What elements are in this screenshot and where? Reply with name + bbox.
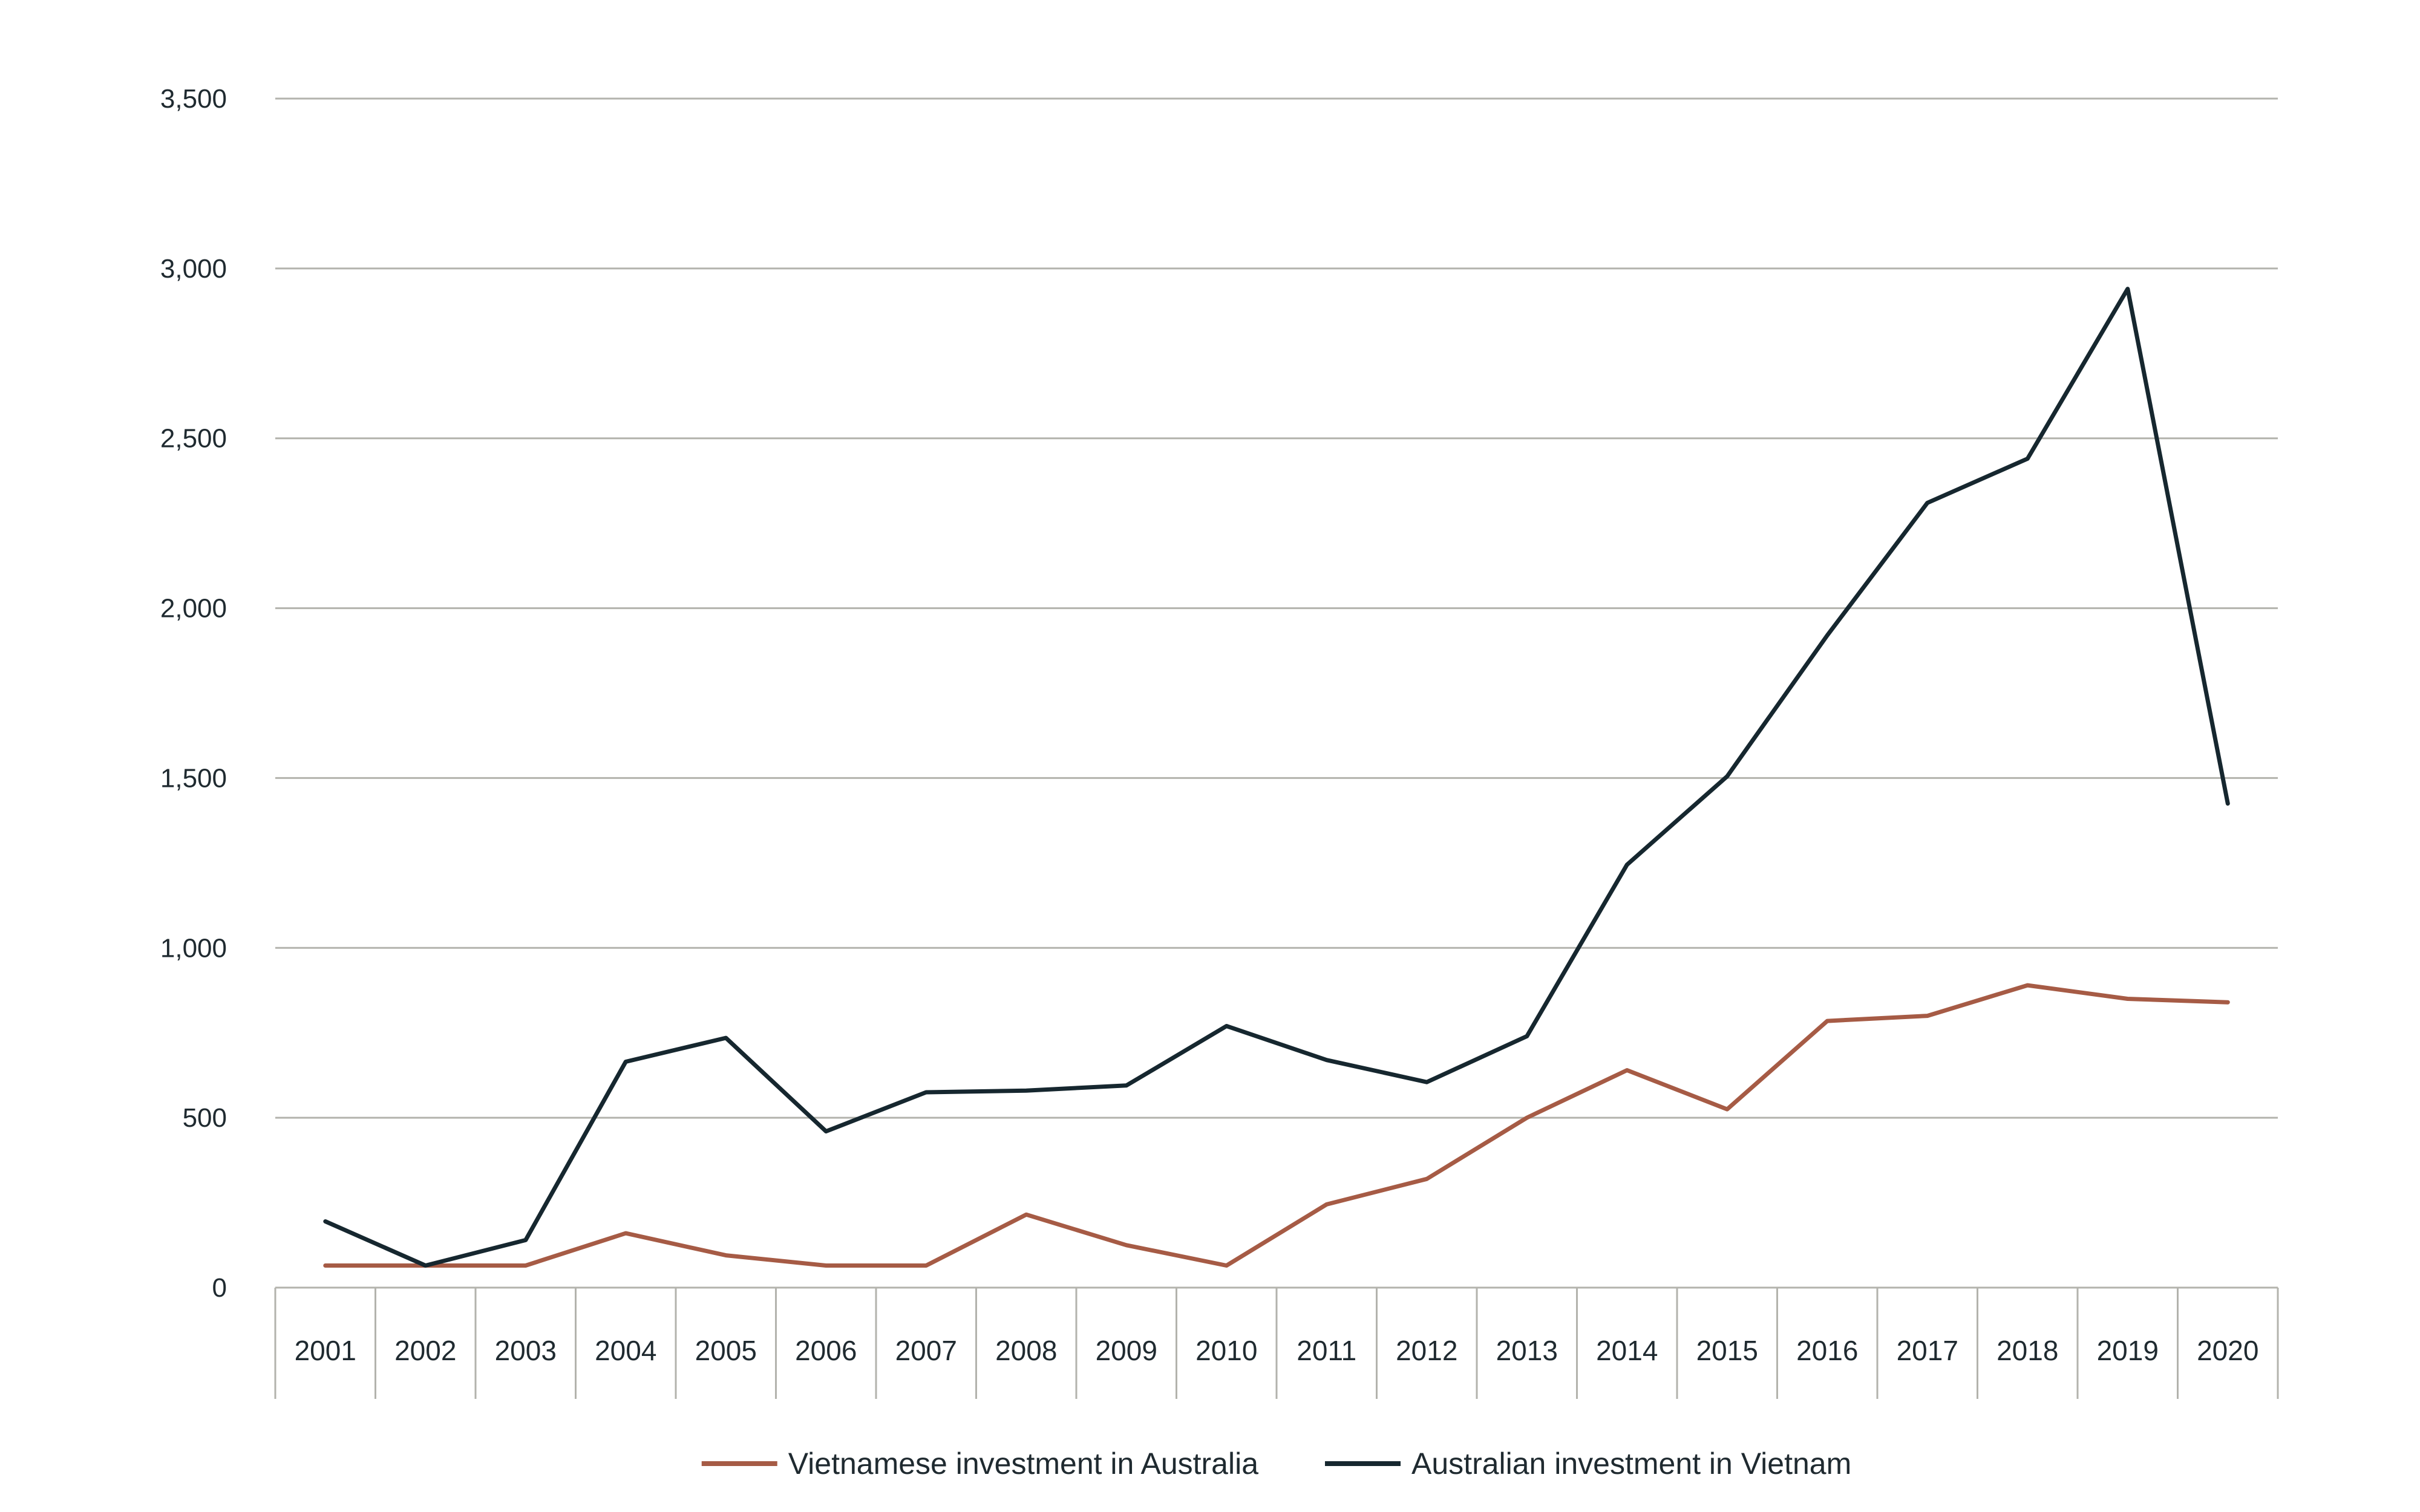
- x-tick-label: 2016: [1796, 1335, 1858, 1366]
- x-tick-label: 2008: [995, 1335, 1057, 1366]
- legend: Vietnamese investment in Australia Austra…: [701, 1447, 1851, 1481]
- x-tick-label: 2007: [895, 1335, 957, 1366]
- y-tick-label: 2,500: [160, 424, 227, 454]
- x-tick-label: 2002: [394, 1335, 456, 1366]
- x-tick-label: 2003: [495, 1335, 557, 1366]
- x-tick-label: 2009: [1096, 1335, 1157, 1366]
- x-tick-label: 2011: [1297, 1335, 1356, 1366]
- y-tick-label: 1,500: [160, 763, 227, 793]
- x-tick-label: 2005: [695, 1335, 757, 1366]
- x-tick-label: 2006: [795, 1335, 857, 1366]
- y-axis-ticks: 0 500 1,000 1,500 2,000 2,500 3,000 3,500: [160, 84, 227, 1303]
- x-tick-label: 2004: [595, 1335, 656, 1366]
- y-tick-label: 3,500: [160, 84, 227, 114]
- y-tick-label: 3,000: [160, 254, 227, 284]
- x-tick-label: 2010: [1195, 1335, 1257, 1366]
- x-tick-label: 2013: [1496, 1335, 1558, 1366]
- y-tick-label: 2,000: [160, 594, 227, 624]
- x-tick-label: 2012: [1396, 1335, 1457, 1366]
- series-line-2: [323, 287, 2230, 1268]
- x-tick-label: 2019: [2097, 1335, 2159, 1366]
- x-tick-label: 2017: [1897, 1335, 1958, 1366]
- legend-label-2: Australian investment in Vietnam: [1411, 1447, 1851, 1481]
- series-line-1: [323, 983, 2230, 1268]
- y-tick-label: 500: [183, 1103, 227, 1133]
- legend-label-1: Vietnamese investment in Australia: [788, 1447, 1258, 1481]
- x-tick-label: 2001: [295, 1335, 356, 1366]
- x-axis: 2001 2002 2003 2004 2005 2006 2007 2008 2009 2010…: [274, 1286, 2279, 1399]
- x-tick-label: 2015: [1696, 1335, 1758, 1366]
- x-tick-label: 2014: [1596, 1335, 1658, 1366]
- series-lines: [323, 287, 2230, 1268]
- y-tick-label: 0: [212, 1273, 227, 1303]
- x-tick-label: 2020: [2197, 1335, 2258, 1366]
- y-tick-label: 1,000: [160, 933, 227, 963]
- x-tick-label: 2018: [1996, 1335, 2058, 1366]
- gridlines: [275, 97, 2278, 1119]
